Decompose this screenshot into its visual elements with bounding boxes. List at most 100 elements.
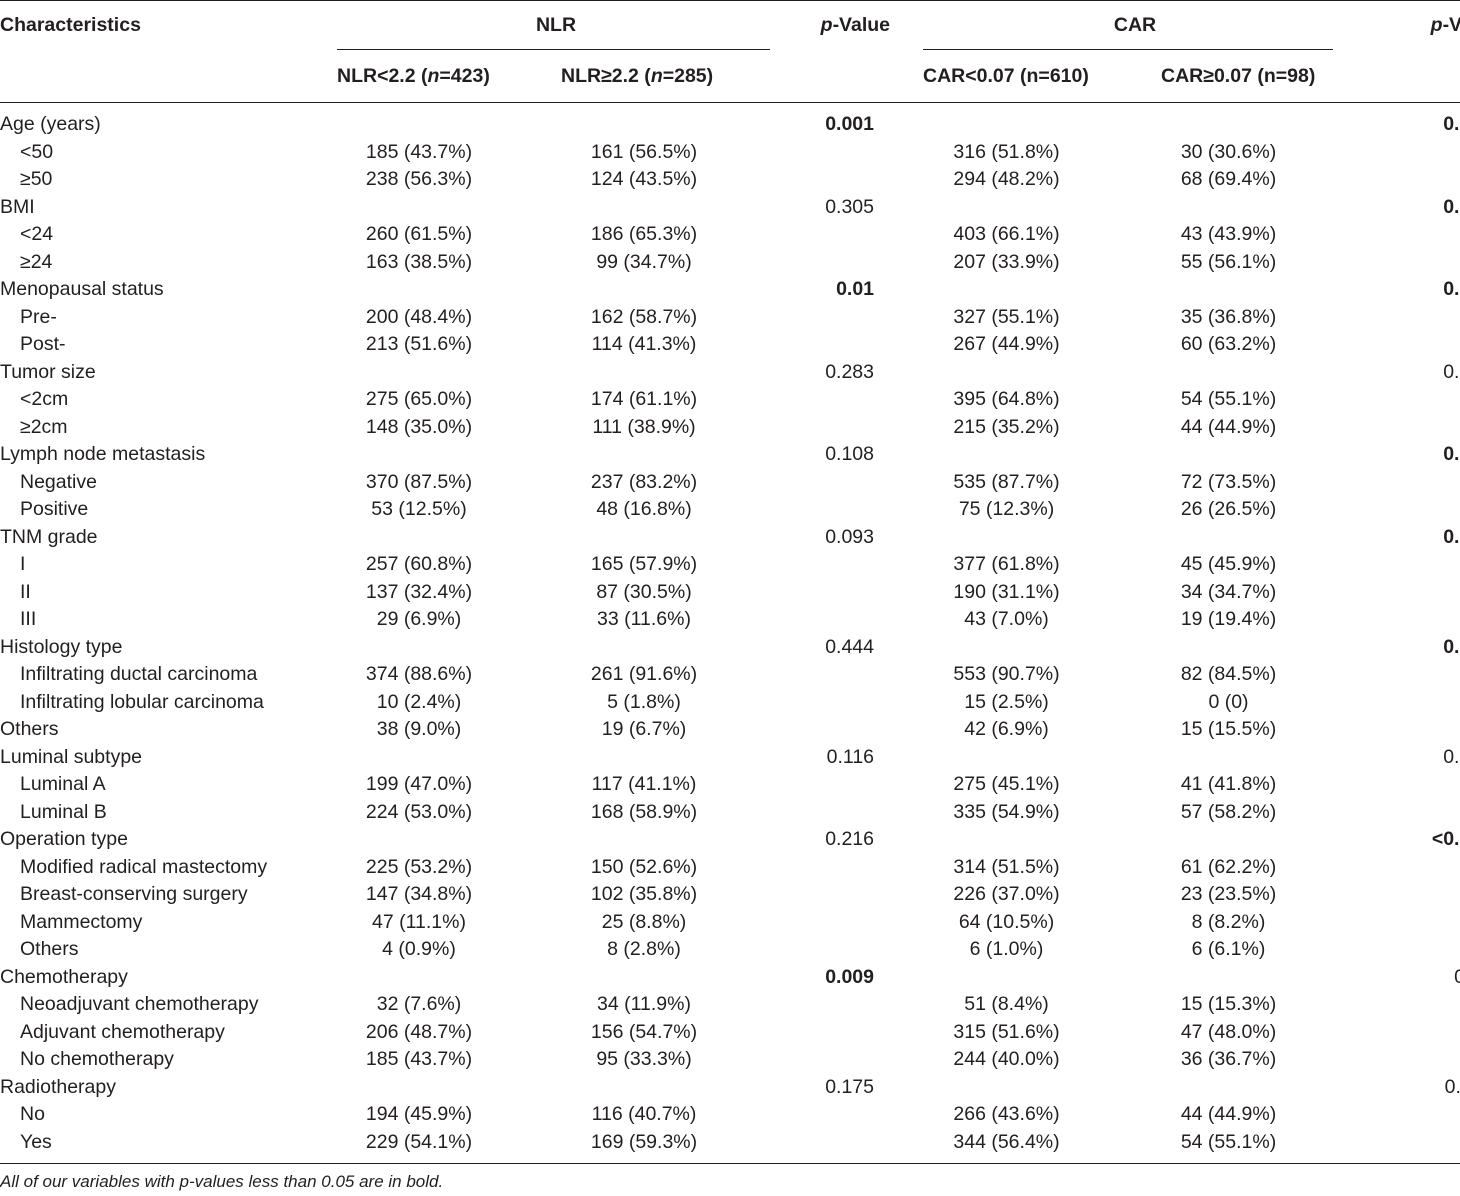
cell-p-value-nlr bbox=[792, 716, 898, 744]
header-row-group: Characteristics NLR p-Value CAR p-Value bbox=[0, 0, 1460, 51]
cell-nlr-low bbox=[320, 1074, 556, 1102]
cell-nlr-low: 137 (32.4%) bbox=[365, 580, 473, 603]
cell-car-low: 42 (6.9%) bbox=[964, 718, 1049, 741]
header-p-value-car: p-Value bbox=[1372, 1, 1460, 51]
cell-nlr-low: 213 (51.6%) bbox=[365, 333, 473, 356]
cell-car-low: 51 (8.4%) bbox=[964, 993, 1049, 1016]
cell-car-low: 190 (31.1%) bbox=[953, 580, 1060, 603]
row-label: No chemotherapy bbox=[20, 1048, 174, 1071]
cell-car-high: 43 (43.9%) bbox=[1180, 223, 1277, 246]
cell-nlr-low bbox=[320, 194, 556, 222]
row-label: Luminal subtype bbox=[0, 745, 143, 768]
cell-car-high: 45 (45.9%) bbox=[1180, 553, 1277, 576]
cell-car-high bbox=[1135, 744, 1372, 772]
cell-nlr-high bbox=[556, 744, 792, 772]
row-label: Radiotherapy bbox=[0, 1075, 116, 1098]
cell-p-value-nlr: 0.093 bbox=[825, 525, 875, 548]
header-empty bbox=[1372, 50, 1460, 103]
cell-car-high bbox=[1135, 276, 1372, 304]
cell-car-low: 403 (66.1%) bbox=[953, 223, 1060, 246]
cell-nlr-high: 186 (65.3%) bbox=[590, 223, 698, 246]
cell-p-value-car bbox=[1372, 579, 1460, 607]
cell-car-low: 275 (45.1%) bbox=[953, 773, 1060, 796]
row-label: <24 bbox=[20, 223, 54, 246]
row-label: No bbox=[20, 1103, 45, 1126]
cell-car-high: 8 (8.2%) bbox=[1191, 910, 1266, 933]
row-label: Pre- bbox=[20, 305, 57, 328]
cell-car-low bbox=[898, 359, 1135, 387]
cell-p-value-nlr bbox=[792, 579, 898, 607]
cell-p-value-nlr bbox=[792, 469, 898, 497]
cell-p-value-car bbox=[1372, 881, 1460, 909]
cell-p-value-nlr bbox=[792, 304, 898, 332]
cell-p-value-nlr: 0.444 bbox=[825, 635, 875, 658]
table-row: Mammectomy 47 (11.1%) 25 (8.8%) 64 (10.5%) 8… bbox=[0, 909, 1460, 937]
cell-car-high: 36 (36.7%) bbox=[1180, 1048, 1277, 1071]
cell-nlr-high bbox=[556, 826, 792, 854]
cell-car-low: 553 (90.7%) bbox=[953, 663, 1060, 686]
row-label: Others bbox=[0, 718, 59, 741]
cell-car-low: 64 (10.5%) bbox=[958, 910, 1055, 933]
cell-car-low: 75 (12.3%) bbox=[958, 498, 1055, 521]
cell-car-high bbox=[1135, 634, 1372, 662]
row-label: Positive bbox=[20, 498, 89, 521]
cell-car-high: 68 (69.4%) bbox=[1180, 168, 1277, 191]
table-row: Chemotherapy 0.009 0.09 bbox=[0, 964, 1460, 992]
cell-nlr-low: 185 (43.7%) bbox=[365, 140, 473, 163]
cell-p-value-nlr bbox=[792, 909, 898, 937]
cell-nlr-high: 169 (59.3%) bbox=[590, 1130, 698, 1153]
cell-car-high bbox=[1135, 826, 1372, 854]
row-label: ≥24 bbox=[20, 250, 53, 273]
cell-nlr-low: 53 (12.5%) bbox=[371, 498, 467, 521]
cell-p-value-car bbox=[1372, 606, 1460, 634]
row-label: Mammectomy bbox=[20, 910, 143, 933]
row-label: Histology type bbox=[0, 635, 123, 658]
cell-car-high: 34 (34.7%) bbox=[1180, 580, 1277, 603]
cell-p-value-car bbox=[1372, 771, 1460, 799]
cell-p-value-nlr bbox=[792, 606, 898, 634]
cell-p-value-car: <0.001 bbox=[1431, 828, 1460, 851]
cell-nlr-high: 162 (58.7%) bbox=[590, 305, 698, 328]
row-label: Negative bbox=[20, 470, 97, 493]
cell-nlr-low bbox=[320, 103, 556, 139]
cell-nlr-high: 116 (40.7%) bbox=[591, 1103, 697, 1126]
cell-car-high: 23 (23.5%) bbox=[1180, 883, 1277, 906]
header-empty bbox=[0, 50, 320, 103]
cell-p-value-nlr: 0.009 bbox=[825, 965, 875, 988]
cell-p-value-nlr bbox=[792, 936, 898, 964]
cell-nlr-low: 47 (11.1%) bbox=[372, 910, 466, 933]
cell-car-low: 377 (61.8%) bbox=[953, 553, 1060, 576]
table-row: Positive 53 (12.5%) 48 (16.8%) 75 (12.3%) 26… bbox=[0, 496, 1460, 524]
cell-p-value-car bbox=[1372, 551, 1460, 579]
cell-nlr-high: 99 (34.7%) bbox=[596, 250, 692, 273]
cell-car-high: 60 (63.2%) bbox=[1180, 333, 1277, 356]
cell-car-low bbox=[898, 103, 1135, 139]
cell-nlr-low: 38 (9.0%) bbox=[376, 718, 462, 741]
cell-car-high: 15 (15.3%) bbox=[1180, 993, 1277, 1016]
cell-nlr-low: 206 (48.7%) bbox=[365, 1020, 473, 1043]
table-row: Radiotherapy 0.175 0.811 bbox=[0, 1074, 1460, 1102]
cell-p-value-car bbox=[1372, 469, 1460, 497]
cell-nlr-high bbox=[556, 441, 792, 469]
table-row: Infiltrating ductal carcinoma 374 (88.6%)… bbox=[0, 661, 1460, 689]
table-row: Luminal B 224 (53.0%) 168 (58.9%) 335 (54.9… bbox=[0, 799, 1460, 827]
cell-car-high: 30 (30.6%) bbox=[1180, 140, 1277, 163]
table-row: No 194 (45.9%) 116 (40.7%) 266 (43.6%) 44 (4… bbox=[0, 1101, 1460, 1129]
cell-nlr-low: 374 (88.6%) bbox=[365, 663, 473, 686]
cell-p-value-car bbox=[1372, 496, 1460, 524]
cell-nlr-high: 150 (52.6%) bbox=[590, 855, 698, 878]
cell-p-value-nlr bbox=[792, 799, 898, 827]
cell-nlr-low: 32 (7.6%) bbox=[376, 993, 462, 1016]
cell-car-low bbox=[898, 524, 1135, 552]
cell-nlr-high: 237 (83.2%) bbox=[590, 470, 698, 493]
cell-p-value-car: 0.001 bbox=[1443, 443, 1460, 466]
cell-car-low bbox=[898, 1074, 1135, 1102]
row-label: <50 bbox=[20, 140, 54, 163]
cell-p-value-nlr bbox=[792, 1019, 898, 1047]
table-row: Luminal subtype 0.116 0.549 bbox=[0, 744, 1460, 772]
cell-p-value-car bbox=[1372, 909, 1460, 937]
table-row: Lymph node metastasis 0.108 0.001 bbox=[0, 441, 1460, 469]
cell-car-low: 294 (48.2%) bbox=[953, 168, 1060, 191]
table-row: TNM grade 0.093 0.001 bbox=[0, 524, 1460, 552]
